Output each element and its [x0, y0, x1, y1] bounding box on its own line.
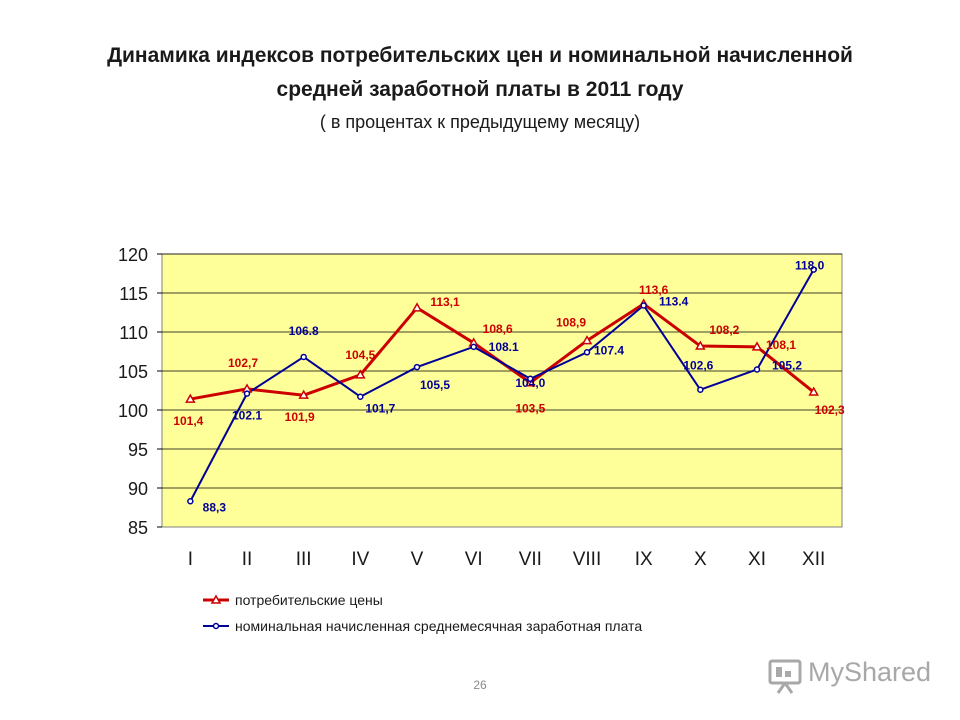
data-label-series-2: 102,6 [683, 359, 713, 373]
series-2-marker [300, 353, 307, 361]
page-number: 26 [473, 678, 487, 692]
data-label-series-1: 102,7 [228, 356, 258, 370]
series-2-marker [640, 302, 647, 309]
watermark-text: MyShared [808, 657, 932, 687]
presentation-icon [768, 659, 802, 694]
series-line-2 [189, 269, 815, 502]
x-tick-label: VIII [573, 549, 602, 570]
data-label-series-2: 113.4 [659, 294, 689, 308]
legend-label-2: номинальная начисленная среднемесячная з… [235, 618, 642, 634]
series-1-marker [355, 369, 366, 379]
data-label-series-1: 108,9 [556, 316, 586, 330]
data-label-series-1: 108,1 [766, 338, 796, 352]
plot-area [161, 253, 843, 528]
x-tick-label: III [296, 549, 312, 570]
chart-title-line2: средней заработной платы в 2011 году [276, 78, 684, 101]
series-2-marker [810, 266, 817, 273]
x-tick-label: II [242, 549, 253, 570]
x-tick-label: VII [519, 549, 542, 570]
series-2-marker [187, 498, 194, 505]
series-2-marker [357, 393, 364, 400]
y-tick-label: 120 [118, 245, 148, 265]
y-tick-label: 105 [118, 362, 148, 382]
y-tick-label: 95 [128, 440, 148, 460]
data-label-series-1: 101,9 [285, 410, 315, 424]
data-label-series-2: 104,0 [515, 376, 545, 390]
series-2-marker [470, 343, 477, 351]
data-label-series-2: 105,2 [772, 358, 802, 372]
data-label-series-2: 108.1 [489, 340, 519, 354]
chart-subtitle: ( в процентах к предыдущему месяцу) [319, 112, 641, 132]
series-1-marker [298, 389, 309, 399]
data-label-series-1: 113,6 [639, 283, 669, 297]
legend-label-1: потребительские цены [235, 592, 383, 608]
y-tick-label: 110 [119, 323, 148, 343]
series-2-marker [697, 386, 704, 393]
series-2-marker [753, 366, 761, 373]
y-tick-label: 100 [118, 401, 148, 421]
legend-marker-1 [210, 594, 222, 604]
series-1-marker [525, 377, 536, 387]
series-1-marker [581, 335, 593, 345]
x-tick-label: V [411, 549, 424, 570]
y-tick-label: 115 [119, 284, 148, 304]
series-2-marker [583, 349, 591, 356]
data-label-series-2: 102.1 [232, 409, 262, 423]
x-tick-label: IV [351, 549, 369, 570]
data-label-series-2: 118,0 [795, 259, 825, 273]
series-2-marker [527, 375, 534, 383]
data-label-series-1: 102,3 [815, 403, 845, 417]
y-tick-label: 85 [128, 518, 148, 538]
data-label-series-1: 108,2 [709, 323, 739, 337]
data-label-series-1: 103,5 [515, 402, 545, 416]
series-2-marker [413, 363, 421, 371]
data-label-series-2: 106.8 [289, 324, 319, 338]
series-2-marker [243, 390, 251, 397]
x-tick-label: I [188, 549, 193, 570]
series-1-marker [751, 341, 763, 351]
x-tick-label: IX [635, 549, 653, 570]
data-label-series-2: 105,5 [420, 378, 450, 392]
chart-title-line1: Динамика индексов потребительских цен и … [107, 44, 853, 67]
data-label-series-1: 113,1 [430, 295, 460, 309]
x-tick-label: X [694, 549, 707, 570]
series-1-marker [411, 302, 423, 312]
watermark-logo: MyShared [766, 655, 936, 695]
series-1-marker [808, 386, 819, 396]
data-label-series-2: 88,3 [203, 500, 227, 514]
x-tick-label: VI [465, 549, 483, 570]
x-tick-label: XI [748, 549, 766, 570]
data-label-series-2: 107.4 [594, 343, 624, 357]
legend-marker-2 [212, 622, 220, 630]
data-label-series-1: 108,6 [483, 322, 513, 336]
data-label-series-2: 101,7 [365, 402, 395, 416]
data-label-series-1: 104,5 [345, 348, 375, 362]
data-label-series-1: 101,4 [173, 414, 203, 428]
series-1-marker [695, 340, 706, 350]
x-tick-label: XII [802, 549, 825, 570]
series-1-marker [185, 393, 196, 403]
y-tick-label: 90 [128, 479, 148, 499]
